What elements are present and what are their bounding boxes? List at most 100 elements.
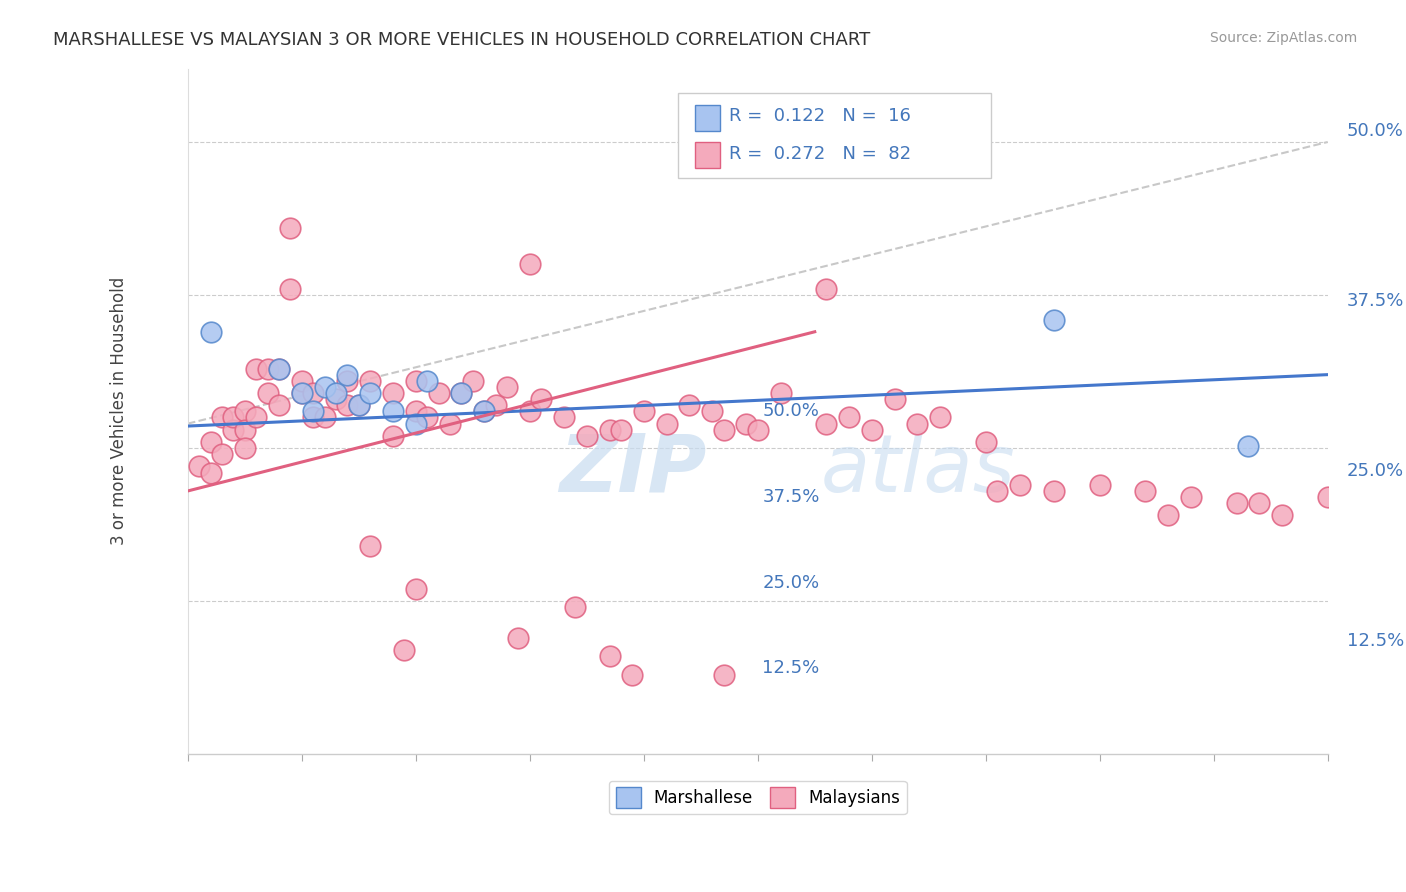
Text: 37.5%: 37.5% (1347, 292, 1405, 310)
Point (484, 398, 506, 412)
Point (188, 459, 211, 474)
Point (610, 423, 633, 437)
Point (405, 404, 427, 418)
Point (200, 466, 222, 480)
Point (450, 386, 472, 401)
Point (233, 441, 256, 455)
Point (461, 374, 484, 388)
Point (302, 404, 325, 418)
Point (929, 410, 952, 425)
Point (621, 667, 644, 681)
Point (599, 423, 621, 437)
Point (519, 257, 541, 271)
Point (815, 417, 838, 431)
Point (256, 386, 278, 401)
Text: atlas: atlas (821, 431, 1015, 508)
Point (815, 282, 838, 296)
Text: R =  0.272   N =  82: R = 0.272 N = 82 (730, 145, 911, 162)
Point (427, 386, 450, 401)
Point (599, 649, 621, 664)
Point (713, 423, 735, 437)
Point (678, 398, 700, 412)
Point (291, 374, 314, 388)
Point (200, 325, 222, 339)
Point (1157, 508, 1180, 523)
Text: 3 or more Vehicles in Household: 3 or more Vehicles in Household (111, 277, 128, 546)
Point (575, 429, 598, 443)
Point (747, 423, 769, 437)
Point (347, 398, 370, 412)
Point (1008, 478, 1031, 492)
Point (416, 374, 439, 388)
Point (553, 410, 575, 425)
Point (405, 582, 427, 596)
Point (905, 417, 928, 431)
Point (860, 423, 883, 437)
Point (1249, 496, 1271, 510)
Point (883, 392, 905, 406)
Point (245, 410, 267, 425)
Text: 37.5%: 37.5% (762, 488, 820, 506)
Text: 12.5%: 12.5% (762, 659, 820, 678)
Point (267, 398, 290, 412)
Text: Source: ZipAtlas.com: Source: ZipAtlas.com (1209, 31, 1357, 45)
Point (267, 361, 290, 376)
Point (1237, 439, 1260, 453)
Point (291, 386, 314, 401)
Text: R =  0.122   N =  16: R = 0.122 N = 16 (730, 107, 911, 126)
Point (439, 417, 461, 431)
Point (314, 410, 336, 425)
Point (633, 404, 655, 418)
Point (245, 361, 267, 376)
Point (405, 417, 427, 431)
Point (302, 386, 325, 401)
Text: 12.5%: 12.5% (1347, 632, 1405, 650)
Point (702, 404, 724, 418)
Point (1088, 478, 1111, 492)
Point (416, 410, 439, 425)
Point (496, 380, 519, 394)
Point (1043, 483, 1066, 498)
Point (211, 410, 233, 425)
Point (838, 410, 860, 425)
Point (394, 643, 416, 657)
Point (472, 404, 495, 418)
Point (564, 600, 586, 615)
Point (405, 374, 427, 388)
Point (1271, 508, 1294, 523)
Point (222, 423, 245, 437)
Point (325, 392, 347, 406)
Point (359, 539, 381, 553)
Point (1225, 496, 1247, 510)
Point (280, 282, 302, 296)
Point (267, 361, 290, 376)
Point (735, 417, 758, 431)
Point (1043, 312, 1066, 326)
Point (222, 410, 245, 425)
FancyBboxPatch shape (695, 143, 720, 169)
Text: 25.0%: 25.0% (762, 574, 820, 591)
Point (336, 368, 359, 382)
Text: MARSHALLESE VS MALAYSIAN 3 OR MORE VEHICLES IN HOUSEHOLD CORRELATION CHART: MARSHALLESE VS MALAYSIAN 3 OR MORE VEHIC… (53, 31, 870, 49)
Point (382, 429, 405, 443)
Point (382, 404, 405, 418)
Point (200, 434, 222, 449)
Point (211, 447, 233, 461)
Point (986, 483, 1008, 498)
Point (450, 386, 472, 401)
Point (336, 374, 359, 388)
Point (472, 404, 495, 418)
Legend: Marshallese, Malaysians: Marshallese, Malaysians (609, 780, 907, 814)
Point (280, 220, 302, 235)
Point (713, 667, 735, 681)
Point (336, 398, 359, 412)
Point (1180, 490, 1202, 504)
Point (382, 386, 405, 401)
Point (359, 374, 381, 388)
FancyBboxPatch shape (678, 93, 991, 178)
Point (974, 434, 997, 449)
Point (347, 398, 370, 412)
Point (508, 631, 530, 645)
Point (291, 386, 314, 401)
Point (1135, 483, 1157, 498)
